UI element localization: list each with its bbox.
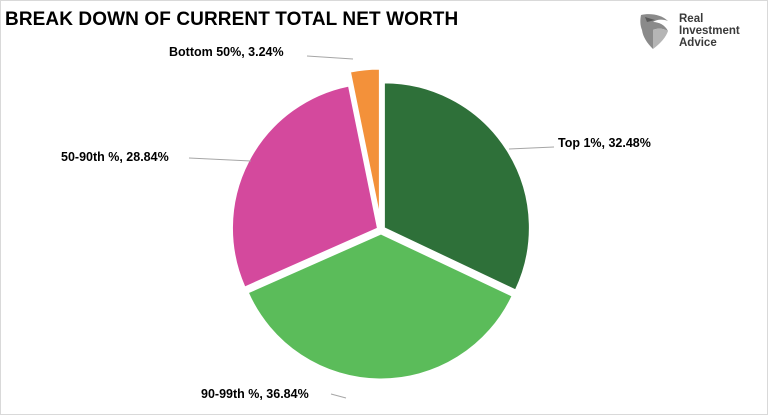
chart-title: BREAK DOWN OF CURRENT TOTAL NET WORTH bbox=[5, 9, 459, 30]
slice-label: 90-99th %, 36.84% bbox=[201, 387, 309, 401]
pie-slice-50-90th bbox=[231, 85, 379, 288]
brand-line-2: Investment bbox=[679, 25, 740, 37]
pie-slice-top-1 bbox=[383, 82, 530, 291]
leader-line bbox=[306, 55, 354, 60]
brand-line-3: Advice bbox=[679, 37, 717, 49]
leader-line bbox=[330, 393, 347, 399]
pie-slices bbox=[231, 68, 530, 380]
slice-label: 50-90th %, 28.84% bbox=[61, 150, 169, 164]
slice-label: Top 1%, 32.48% bbox=[558, 136, 651, 150]
slice-label: Bottom 50%, 3.24% bbox=[169, 45, 284, 59]
leader-line bbox=[508, 146, 555, 150]
slice-labels: Top 1%, 32.48% 90-99th %, 36.84% 50-90th %… bbox=[61, 45, 651, 401]
leader-lines bbox=[188, 55, 555, 399]
eagle-logo-icon bbox=[640, 14, 668, 49]
brand-line-1: Real bbox=[679, 13, 704, 25]
leader-line bbox=[188, 157, 252, 162]
pie-slice-bottom-50 bbox=[349, 68, 380, 215]
brand-logo-block: Real Investment Advice bbox=[635, 13, 755, 49]
brand-name: Real Investment Advice bbox=[679, 13, 740, 49]
pie-slice-90-99th bbox=[247, 233, 513, 380]
